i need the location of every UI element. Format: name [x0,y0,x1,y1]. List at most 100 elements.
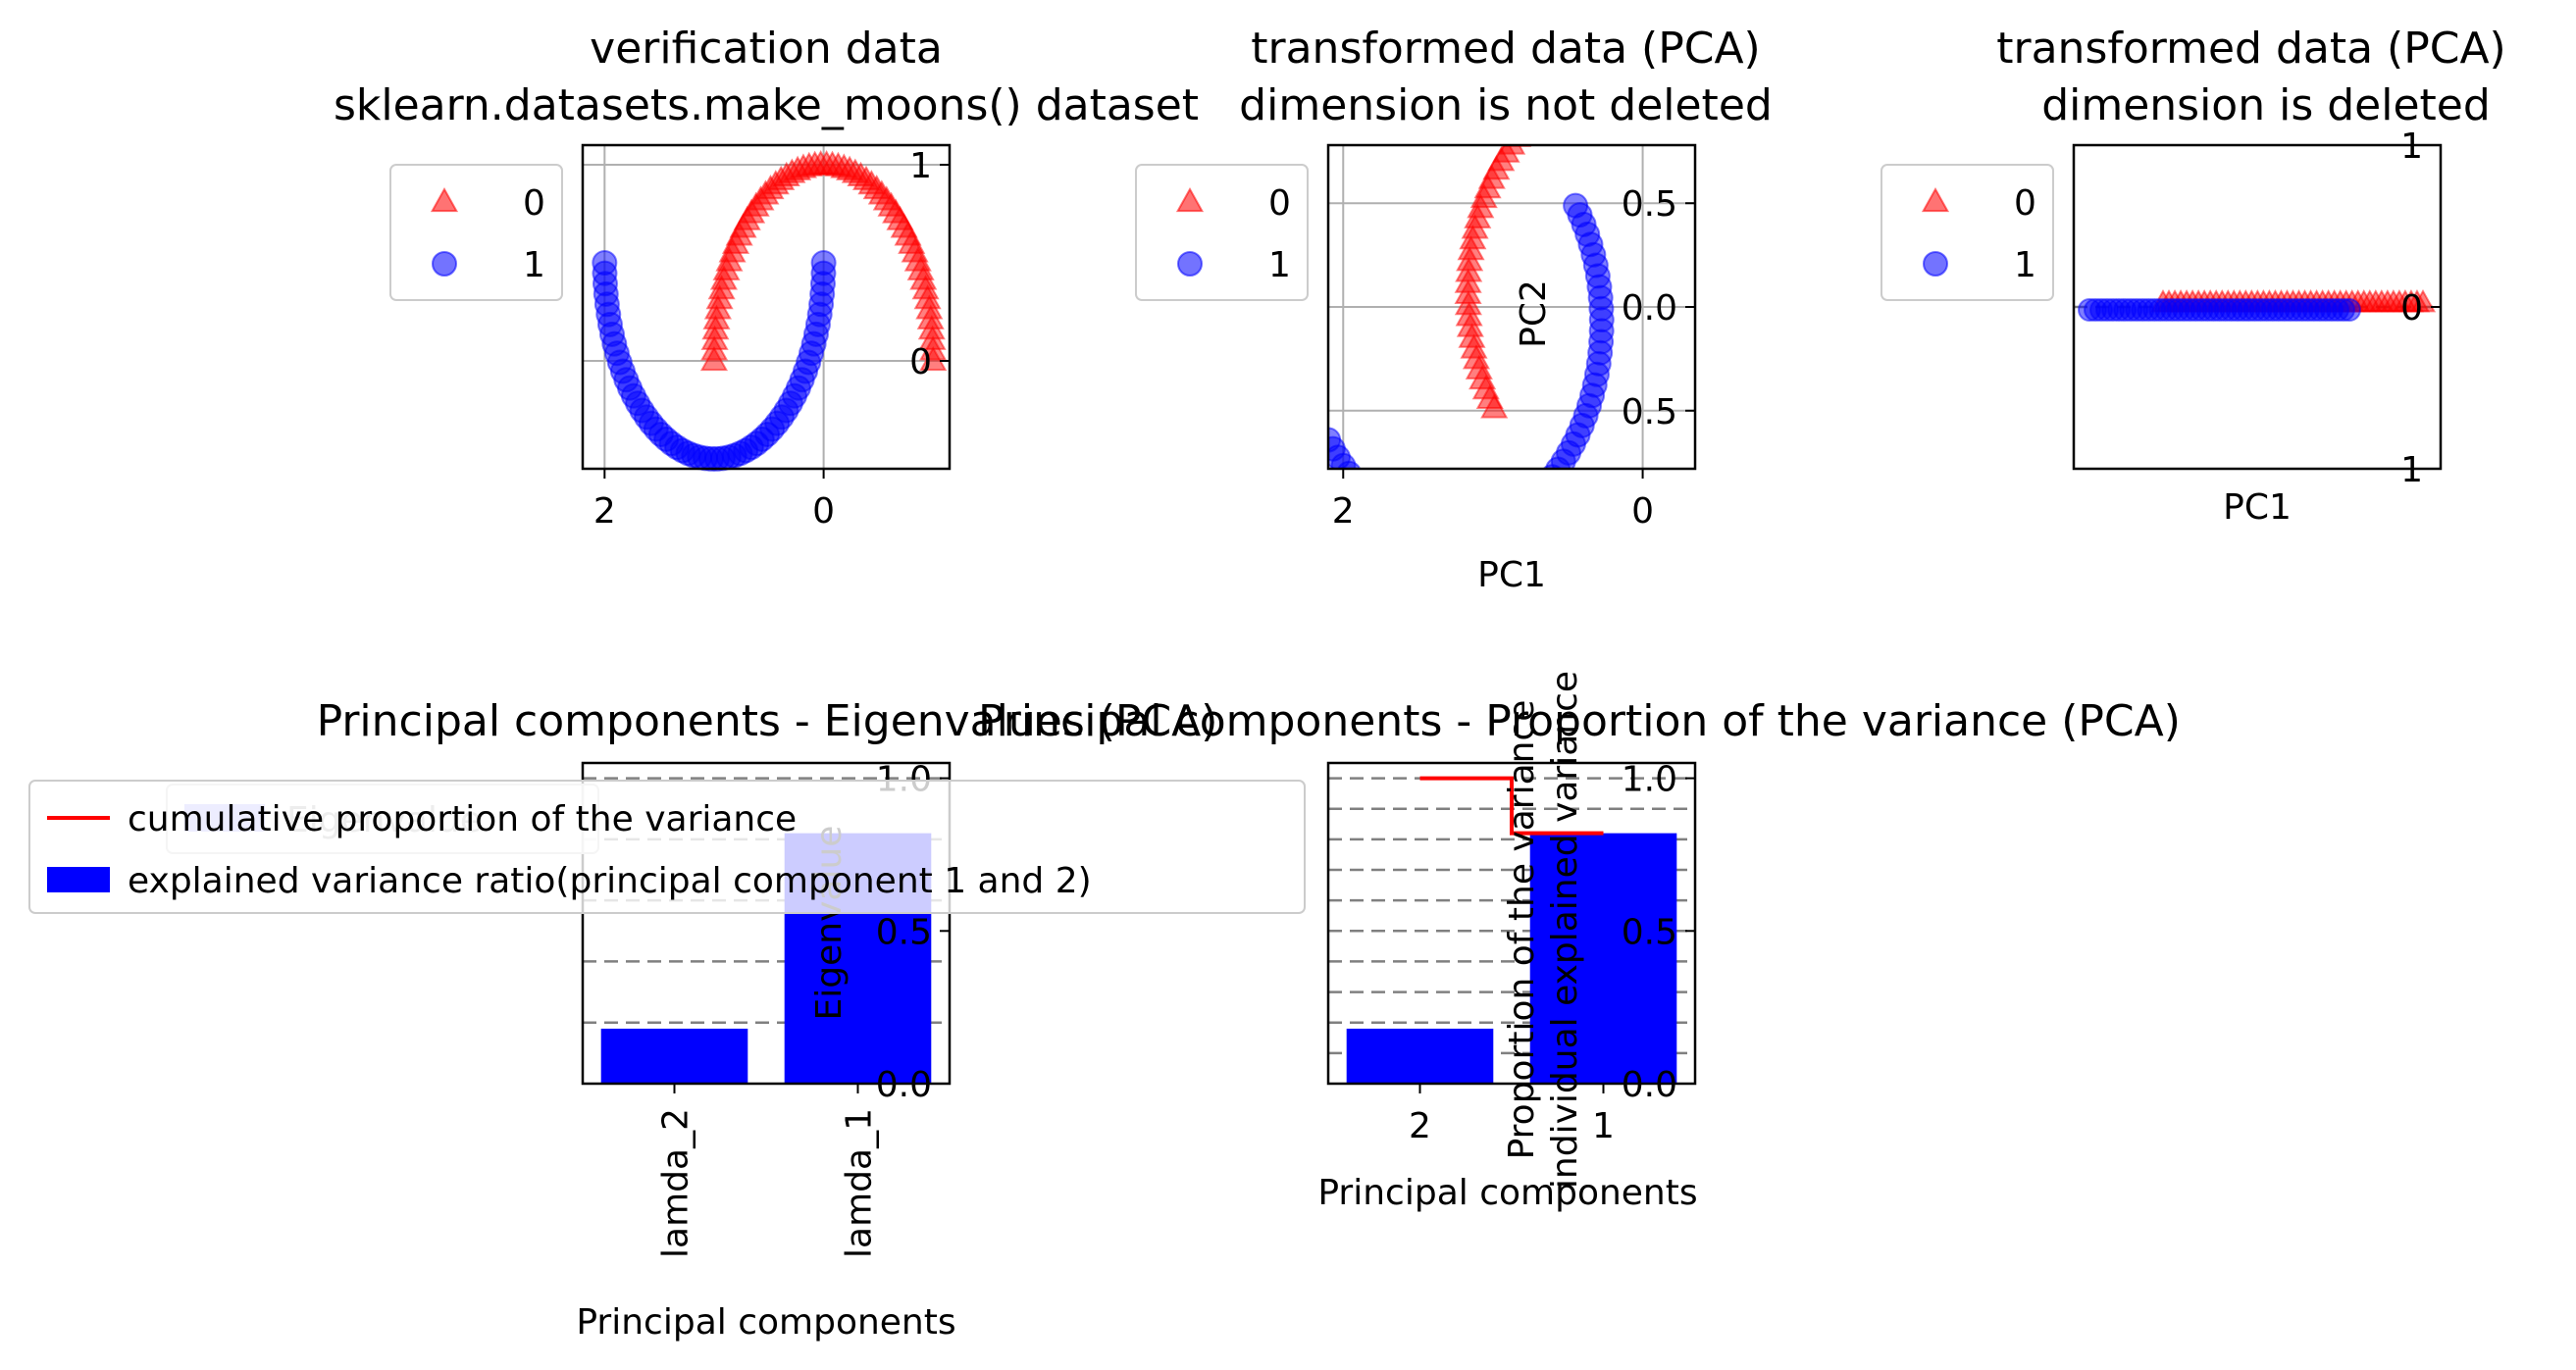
point-class-0 [1921,186,1950,213]
y-axis-label: Proportion of the variance [1502,700,1542,1160]
point-class-0 [1715,135,1739,157]
y-tick-label: 0 [909,342,932,382]
y-tick-label: 0 [2400,288,2423,329]
y-tick-label: 1.0 [1622,760,1677,800]
legend-label: 1 [2014,245,2036,285]
chart-subtitle: dimension is deleted [2041,80,2491,130]
y-tick-label: 1 [2400,450,2423,490]
legend-label: 1 [523,245,545,285]
bar-lamda_2 [600,1028,748,1084]
point-class-1 [1350,468,1360,469]
point-class-0 [2409,288,2437,313]
y-tick-label: 0.0 [1622,288,1677,329]
panel-variance: 2 10.0 0.5 1.0 Proportion of the variance ind… [978,671,2181,1213]
bar-1 [1529,833,1677,1084]
point-class-1 [1477,512,1501,535]
data-layer [1328,127,1754,542]
legend-label: 1 [1268,245,1291,285]
legend-label: 0 [523,183,545,224]
point-class-1 [1485,509,1509,533]
legend-variance: cumulative proportion of the variance ex… [28,780,1306,914]
axes-frame [581,143,952,471]
point-class-1 [1384,503,1408,527]
chart-subtitle: dimension is not deleted [1239,80,1773,130]
chart-title: Principal components - Proportion of the… [978,696,2181,746]
axes-frame [581,761,952,1086]
y-tick-label: 0.5 [876,912,932,952]
y-tick-label: 1 [909,146,932,186]
legend-moons: 01 [389,164,563,301]
y-axis-label: PC2 [1514,279,1554,348]
panel-pca-2d: 2 0 0.5 0.0 0.5 PC1 PC2 transformed data (PCA) d… [1239,24,1773,595]
panel-pca-1d: 1 0 1 PC1 transformed data (PCA) dimension is… [1996,24,2505,528]
x-tick-label: 2 [1409,1106,1431,1146]
x-tick-label: 0 [812,491,835,532]
point-class-1 [1430,518,1454,541]
bar-2 [1346,1028,1494,1084]
point-class-1 [1363,488,1386,512]
point-class-1 [432,251,457,277]
point-class-0 [1498,145,1526,155]
point-class-0 [919,345,948,372]
chart-title: verification data [590,24,943,74]
x-axis-label: Principal components [1317,1173,1697,1213]
point-class-0 [430,186,459,213]
y-tick-label: 1 [2400,127,2423,167]
y-tick-label: 0.0 [876,1065,932,1105]
point-class-1 [1454,518,1477,541]
point-class-1 [1500,501,1523,525]
chart-title: transformed data (PCA) [1251,24,1760,74]
x-tick-label: lamda_2 [656,1108,696,1258]
point-class-1 [1446,518,1469,541]
axes-frame [1326,761,1697,1086]
point-class-0 [1709,127,1733,149]
point-class-1 [1422,517,1446,540]
legend-bar-swatch [47,867,110,892]
point-class-1 [1923,251,1948,277]
cumulative-line [1419,776,1604,836]
y-tick-label: 0.0 [1622,1065,1677,1105]
point-class-1 [1521,485,1545,509]
point-class-1 [1415,515,1438,538]
point-class-1 [1528,479,1552,502]
point-class-1 [1356,482,1379,506]
chart-title: Principal components - Eigenvalues (PCA) [317,696,1218,746]
y-tick-label: 0.5 [1622,392,1677,432]
y-tick-label: 0.5 [1622,912,1677,952]
point-class-1 [1534,473,1558,496]
x-axis-label: PC1 [2223,487,2292,528]
chart-subtitle: sklearn.datasets.make_moons() dataset [334,80,1199,130]
point-class-1 [1177,251,1203,277]
point-class-1 [1438,519,1462,542]
x-tick-label: 1 [1592,1106,1615,1146]
point-class-1 [1463,516,1486,539]
legend-label: 0 [1268,183,1291,224]
point-class-1 [592,250,618,276]
point-class-1 [1391,507,1415,531]
point-class-1 [1508,496,1531,520]
legend-label: explained variance ratio(principal compo… [128,861,1092,901]
y-tick-label: 0.5 [1622,184,1677,225]
point-class-0 [1175,186,1205,213]
chart-title: transformed data (PCA) [1996,24,2505,74]
point-class-1 [1399,510,1422,533]
x-axis-label: Principal components [576,1302,955,1343]
point-class-0 [1725,152,1749,174]
legend-frame [28,780,1306,914]
point-class-0 [1720,144,1744,166]
x-tick-label: 2 [1332,491,1355,532]
legend-label: 0 [2014,183,2036,224]
point-class-0 [1729,161,1754,182]
point-class-1 [1369,494,1393,518]
point-class-1 [1407,513,1430,536]
legend-label: cumulative proportion of the variance [128,799,797,839]
legend-pca-2d: 01 [1135,164,1309,301]
legend-pca-1d: 01 [1880,164,2054,301]
point-class-1 [2338,298,2361,322]
point-class-1 [1493,505,1517,529]
point-class-1 [1470,514,1494,537]
x-axis-label: PC1 [1477,555,1546,595]
x-tick-label: lamda_1 [840,1108,880,1258]
